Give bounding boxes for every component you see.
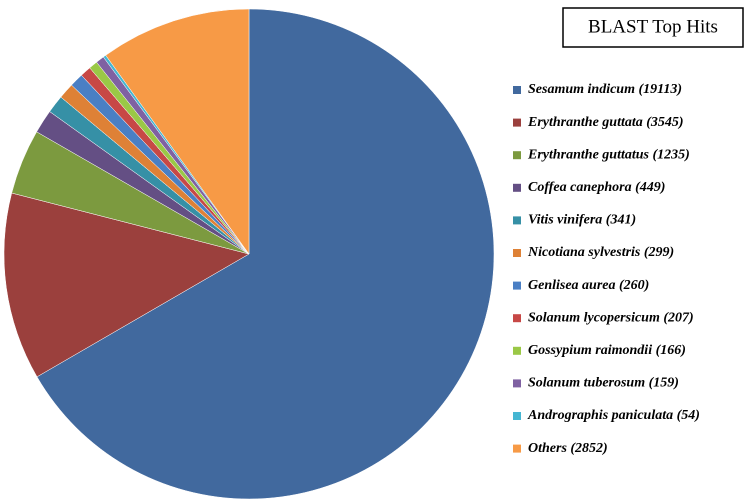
title-box <box>562 7 744 48</box>
chart-title: BLAST Top Hits <box>588 16 718 37</box>
legend-label: Nicotiana sylvestris (299) <box>527 245 674 260</box>
legend-label: Others (2852) <box>528 441 608 456</box>
pie-slice <box>105 8 250 255</box>
legend-marker <box>513 183 521 192</box>
legend-marker <box>513 249 521 257</box>
pie-slice <box>36 8 495 500</box>
legend-marker <box>513 86 521 94</box>
legend-label: Andrographis paniculata (54) <box>527 408 700 423</box>
legend-marker <box>513 118 521 127</box>
legend-marker <box>513 314 521 323</box>
legend-marker <box>513 151 521 160</box>
legend-marker <box>513 281 521 290</box>
legend-label: Gossypium raimondii (166) <box>528 343 686 358</box>
legend-marker <box>513 444 521 453</box>
legend-marker <box>513 346 521 355</box>
legend-marker <box>513 216 521 225</box>
legend-marker <box>513 379 521 388</box>
legend-marker <box>513 412 521 420</box>
legend-label: Erythranthe guttatus (1235) <box>527 147 690 162</box>
legend-label: Genlisea aurea (260) <box>528 278 649 293</box>
pie-slice <box>3 192 250 378</box>
legend-label: Vitis vinifera (341) <box>528 213 636 228</box>
legend-label: Sesamum indicum (19113) <box>528 82 682 97</box>
legend-label: Solanum lycopersicum (207) <box>528 310 694 325</box>
legend-label: Coffea canephora (449) <box>528 180 665 195</box>
legend-label: Erythranthe guttata (3545) <box>527 115 684 130</box>
legend-label: Solanum tuberosum (159) <box>528 376 679 391</box>
